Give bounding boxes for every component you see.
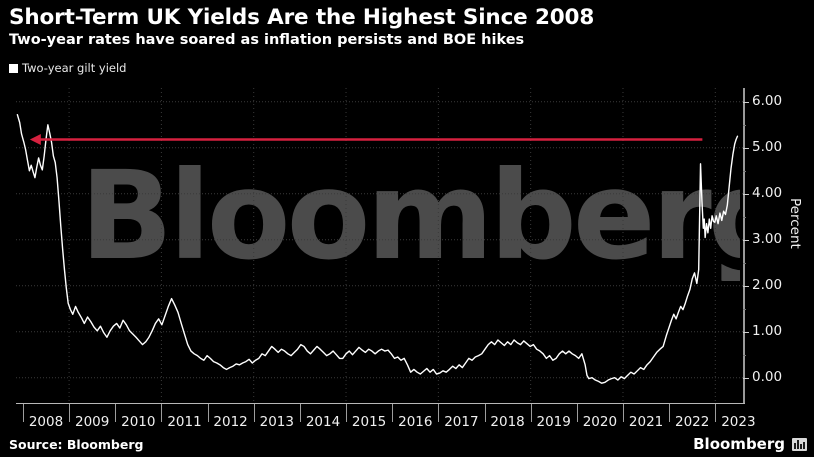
x-tick-label: 2011 (167, 414, 202, 430)
bloomberg-terminal-icon (792, 438, 807, 451)
y-tick-label: 1.00 (752, 322, 783, 339)
brand-label: Bloomberg (693, 435, 785, 453)
x-tick (623, 404, 624, 422)
plot-area (16, 88, 743, 403)
x-tick-label: 2016 (398, 414, 433, 430)
y-axis-title: Percent (787, 198, 803, 249)
x-tick-label: 2009 (75, 414, 110, 430)
x-tick-label: 2012 (213, 414, 248, 430)
x-tick (669, 404, 671, 422)
y-axis-line (743, 88, 745, 404)
x-tick (299, 404, 301, 422)
y-tick (743, 147, 749, 149)
y-tick-minor (743, 170, 746, 172)
y-tick (743, 193, 749, 195)
x-tick (115, 404, 117, 422)
x-tick-label: 2023 (721, 414, 756, 430)
y-tick-minor (743, 124, 746, 126)
x-tick (69, 404, 71, 422)
series-line-chart (16, 88, 743, 403)
x-tick-label: 2013 (259, 414, 294, 430)
x-tick-label: 2019 (536, 414, 571, 430)
x-tick (253, 404, 255, 422)
x-tick (438, 404, 440, 422)
y-tick (743, 101, 749, 103)
x-tick-label: 2022 (675, 414, 710, 430)
y-tick-label: 2.00 (752, 276, 783, 293)
y-tick (743, 331, 749, 333)
annotation-arrow-head (29, 134, 41, 145)
x-tick-label: 2010 (121, 414, 156, 430)
y-tick (743, 377, 749, 379)
x-tick (715, 404, 717, 422)
x-tick (161, 404, 163, 422)
square-swatch-icon (9, 63, 18, 73)
x-tick (576, 404, 578, 422)
y-tick-label: 4.00 (752, 184, 783, 201)
chart-legend: Two-year gilt yield (9, 61, 126, 75)
x-tick (392, 404, 394, 422)
page-title: Short-Term UK Yields Are the Highest Sin… (9, 5, 595, 30)
y-tick-minor (743, 216, 746, 218)
y-tick-label: 3.00 (752, 230, 783, 247)
y-tick-label: 5.00 (752, 138, 783, 155)
y-tick-label: 6.00 (752, 92, 783, 109)
x-tick (530, 404, 532, 422)
x-tick (207, 404, 209, 422)
y-tick-minor (743, 354, 746, 356)
x-tick-label: 2008 (28, 414, 64, 430)
x-tick-label: 2021 (628, 414, 664, 430)
y-tick-label: 0.00 (752, 368, 783, 385)
x-tick-label: 2020 (582, 414, 618, 430)
x-tick-label: 2014 (305, 414, 341, 430)
source-note: Source: Bloomberg (9, 437, 144, 452)
x-tick (484, 404, 486, 422)
legend-item-label: Two-year gilt yield (22, 61, 127, 75)
series-line (16, 113, 739, 384)
x-axis-line (16, 403, 745, 404)
y-tick-minor (743, 262, 746, 264)
x-tick (22, 404, 24, 422)
page-subtitle: Two-year rates have soared as inflation … (9, 32, 525, 48)
x-tick-label: 2015 (351, 414, 387, 430)
y-tick (743, 239, 749, 241)
x-tick-label: 2017 (444, 414, 479, 430)
x-tick (346, 404, 347, 422)
x-tick-label: 2018 (490, 414, 525, 430)
y-tick (743, 285, 749, 287)
y-tick-minor (743, 308, 746, 310)
